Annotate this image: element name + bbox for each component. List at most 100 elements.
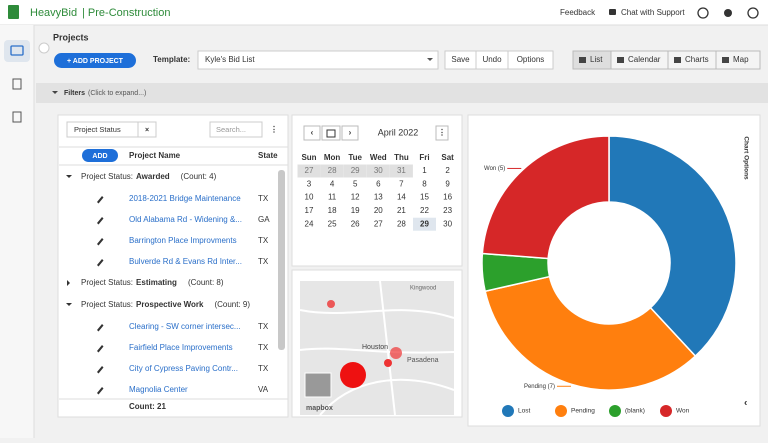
today-button[interactable] <box>321 125 341 141</box>
day[interactable]: 9 <box>445 179 450 188</box>
edit-icon[interactable] <box>97 196 104 204</box>
day[interactable]: 26 <box>351 219 360 228</box>
action-label: Options <box>517 55 545 64</box>
day[interactable]: 17 <box>305 206 314 215</box>
project-name[interactable]: Old Alabama Rd - Widening &... <box>129 215 242 224</box>
day[interactable]: 27 <box>374 219 383 228</box>
project-name[interactable]: Magnolia Center <box>129 385 188 394</box>
legend-label[interactable]: Won <box>676 408 690 415</box>
day[interactable]: 22 <box>420 206 429 215</box>
day[interactable]: 10 <box>305 193 314 202</box>
day[interactable]: 27 <box>305 166 314 175</box>
legend-swatch[interactable] <box>609 405 621 417</box>
reports-nav[interactable] <box>12 78 22 90</box>
project-name[interactable]: Clearing - SW corner intersec... <box>129 322 241 331</box>
day[interactable]: 4 <box>330 179 335 188</box>
day[interactable]: 16 <box>443 193 452 202</box>
chart-options[interactable]: Chart Options <box>742 136 749 180</box>
expand-toggle[interactable] <box>66 175 72 178</box>
day[interactable]: 23 <box>443 206 452 215</box>
settings-icon[interactable] <box>724 9 732 17</box>
legend-swatch[interactable] <box>660 405 672 417</box>
user-icon[interactable] <box>747 7 759 19</box>
sidebar-toggle[interactable] <box>38 42 50 54</box>
expand-toggle[interactable] <box>66 303 72 306</box>
day[interactable]: 19 <box>351 206 360 215</box>
day[interactable]: 31 <box>397 166 406 175</box>
contacts-nav[interactable] <box>12 111 22 123</box>
day[interactable]: 15 <box>420 193 429 202</box>
day[interactable]: 30 <box>443 219 452 228</box>
feedback-link[interactable]: Feedback <box>560 8 596 17</box>
template-select[interactable] <box>197 50 439 70</box>
day[interactable]: 11 <box>328 193 337 202</box>
day[interactable]: 28 <box>328 166 337 175</box>
action-label: Undo <box>482 55 502 64</box>
day[interactable]: 5 <box>353 179 358 188</box>
day[interactable]: 20 <box>374 206 383 215</box>
help-icon[interactable] <box>697 7 709 19</box>
day[interactable]: 6 <box>376 179 381 188</box>
day[interactable]: 8 <box>422 179 427 188</box>
edit-icon[interactable] <box>97 387 104 395</box>
day[interactable]: 2 <box>445 166 450 175</box>
legend-label[interactable]: Pending <box>571 408 595 415</box>
callout-label: Pending (7) <box>524 384 555 390</box>
search-placeholder: Search... <box>216 125 246 134</box>
day[interactable]: 21 <box>397 206 406 215</box>
action-label: Save <box>451 55 470 64</box>
day[interactable]: 29 <box>420 219 429 228</box>
top-bar <box>0 0 768 25</box>
day[interactable]: 12 <box>351 193 360 202</box>
group-chip-remove[interactable] <box>137 121 157 138</box>
day[interactable]: 18 <box>328 206 337 215</box>
next-month[interactable] <box>341 125 359 141</box>
project-name[interactable]: Barrington Place Improvments <box>129 236 237 245</box>
svg-text:›: › <box>349 128 352 137</box>
day[interactable]: 30 <box>374 166 383 175</box>
edit-icon[interactable] <box>97 345 104 353</box>
legend-swatch[interactable] <box>502 405 514 417</box>
expand-toggle[interactable] <box>67 280 70 286</box>
day[interactable]: 13 <box>374 193 383 202</box>
action-button[interactable] <box>507 50 554 70</box>
scrollbar[interactable] <box>278 170 285 350</box>
donut-segment[interactable] <box>608 135 737 358</box>
filters-bar[interactable] <box>36 83 768 103</box>
edit-icon[interactable] <box>97 366 104 374</box>
add-project-button[interactable] <box>54 53 136 68</box>
product[interactable]: | Pre-Construction <box>82 7 170 19</box>
project-name[interactable]: Bulverde Rd & Evans Rd Inter... <box>129 257 242 266</box>
project-name[interactable]: City of Cypress Paving Contr... <box>129 364 238 373</box>
day[interactable]: 24 <box>305 219 314 228</box>
weekday: Fri <box>419 153 429 162</box>
donut-segment[interactable] <box>481 135 610 260</box>
day[interactable]: 28 <box>397 219 406 228</box>
chat-link[interactable]: Chat with Support <box>621 8 685 17</box>
day[interactable]: 25 <box>328 219 337 228</box>
edit-icon[interactable] <box>97 238 104 246</box>
project-name[interactable]: 2018-2021 Bridge Maintenance <box>129 194 241 203</box>
view-button[interactable] <box>715 50 761 70</box>
day[interactable]: 1 <box>422 166 427 175</box>
legend-label[interactable]: (blank) <box>625 408 645 415</box>
edit-icon[interactable] <box>97 259 104 267</box>
grid-add-button[interactable] <box>82 149 118 162</box>
project-state: TX <box>258 343 269 352</box>
donut-segment[interactable] <box>484 275 697 391</box>
day[interactable]: 29 <box>351 166 360 175</box>
column-header[interactable]: Project Name <box>129 151 181 160</box>
day[interactable]: 3 <box>307 179 312 188</box>
legend-label[interactable]: Lost <box>518 408 530 415</box>
day[interactable]: 7 <box>399 179 404 188</box>
grid-footer: Count: 21 <box>129 402 166 411</box>
edit-icon[interactable] <box>97 324 104 332</box>
search-box[interactable] <box>209 121 263 138</box>
legend-swatch[interactable] <box>555 405 567 417</box>
project-name[interactable]: Fairfield Place Improvements <box>129 343 233 352</box>
prev-month[interactable] <box>303 125 321 141</box>
column-header[interactable]: State <box>258 151 278 160</box>
edit-icon[interactable] <box>97 217 104 225</box>
projects-nav[interactable] <box>10 45 24 56</box>
day[interactable]: 14 <box>397 193 406 202</box>
